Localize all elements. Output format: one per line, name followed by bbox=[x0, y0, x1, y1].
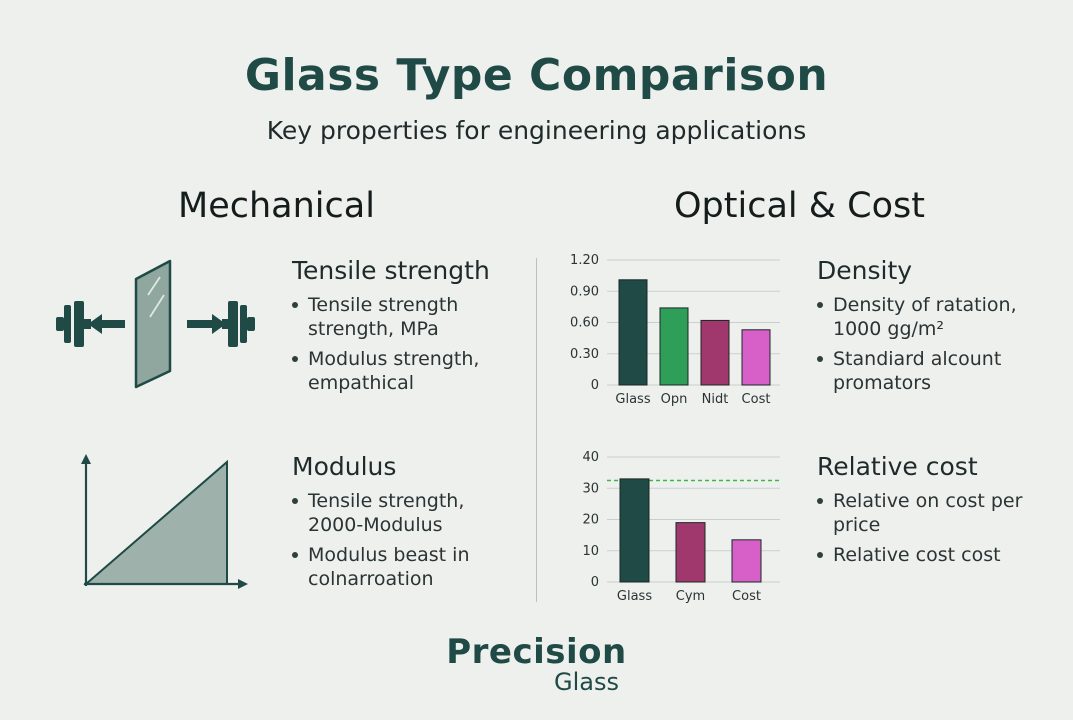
density-bullets: Density of ratation, 1000 gg/m² Standiar… bbox=[815, 293, 1055, 401]
tensile-strength-bullets: Tensile strength strength, MPa Modulus s… bbox=[290, 293, 520, 401]
tensile-strength-title: Tensile strength bbox=[292, 256, 490, 285]
y-tick-label: 0.30 bbox=[570, 347, 599, 362]
modulus-title: Modulus bbox=[292, 452, 397, 481]
tensile-test-icon bbox=[56, 259, 255, 389]
x-category-label: Cost bbox=[732, 589, 761, 604]
page-title: Glass Type Comparison bbox=[244, 50, 829, 101]
density-bullet-2: Standiard alcount promators bbox=[815, 347, 1055, 395]
x-category-label: Glass bbox=[617, 589, 652, 604]
y-tick-label: 20 bbox=[582, 513, 599, 528]
section-heading-mechanical: Mechanical bbox=[178, 186, 375, 226]
modulus-graph-icon bbox=[81, 454, 248, 589]
modulus-bullet-2: Modulus beast in colnarroation bbox=[290, 543, 520, 591]
relative-cost-title: Relative cost bbox=[817, 452, 978, 481]
page-subtitle: Key properties for engineering applicati… bbox=[266, 116, 807, 145]
relative-cost-bar-chart: 40 30 20 10 0 Glass Cym Cost bbox=[582, 450, 780, 604]
density-bar-chart: 1.20 0.90 0.60 0.30 0 Glass Opn Nidt Cost bbox=[570, 253, 780, 407]
density-bullet-1: Density of ratation, 1000 gg/m² bbox=[815, 293, 1055, 341]
bar-cost bbox=[741, 329, 771, 386]
y-tick-label: 0 bbox=[591, 575, 599, 590]
density-title: Density bbox=[817, 256, 913, 285]
logo-primary-text: Precision bbox=[446, 632, 627, 672]
y-tick-label: 0 bbox=[591, 378, 599, 393]
logo-secondary-text: Glass bbox=[554, 668, 619, 696]
y-tick-label: 0.90 bbox=[570, 284, 599, 299]
bar-glass bbox=[619, 478, 650, 583]
y-tick-label: 10 bbox=[582, 544, 599, 559]
tensile-bullet-2: Modulus strength, empathical bbox=[290, 347, 520, 395]
modulus-bullets: Tensile strength, 2000-Modulus Modulus b… bbox=[290, 489, 520, 597]
x-category-label: Cost bbox=[742, 392, 771, 407]
y-tick-label: 0.60 bbox=[570, 316, 599, 331]
y-tick-label: 30 bbox=[582, 481, 599, 496]
cost-bullet-1: Relative on cost per price bbox=[815, 489, 1055, 537]
brand-logo: Precision Glass bbox=[0, 634, 1073, 694]
x-category-label: Nidt bbox=[702, 392, 729, 407]
relative-cost-bullets: Relative on cost per price Relative cost… bbox=[815, 489, 1055, 573]
bar-cym bbox=[675, 522, 706, 583]
x-category-label: Cym bbox=[676, 589, 705, 604]
modulus-bullet-1: Tensile strength, 2000-Modulus bbox=[290, 489, 520, 537]
y-tick-label: 1.20 bbox=[570, 253, 599, 268]
column-divider bbox=[536, 258, 537, 602]
bar-cost bbox=[731, 539, 762, 583]
bar-glass bbox=[618, 279, 648, 386]
section-heading-optical-cost: Optical & Cost bbox=[674, 186, 925, 226]
x-category-label: Opn bbox=[661, 392, 688, 407]
y-tick-label: 40 bbox=[582, 450, 599, 465]
tensile-bullet-1: Tensile strength strength, MPa bbox=[290, 293, 520, 341]
x-category-label: Glass bbox=[615, 392, 650, 407]
bar-opn bbox=[659, 307, 689, 386]
bar-nidt bbox=[700, 319, 730, 386]
cost-bullet-2: Relative cost cost bbox=[815, 543, 1055, 567]
